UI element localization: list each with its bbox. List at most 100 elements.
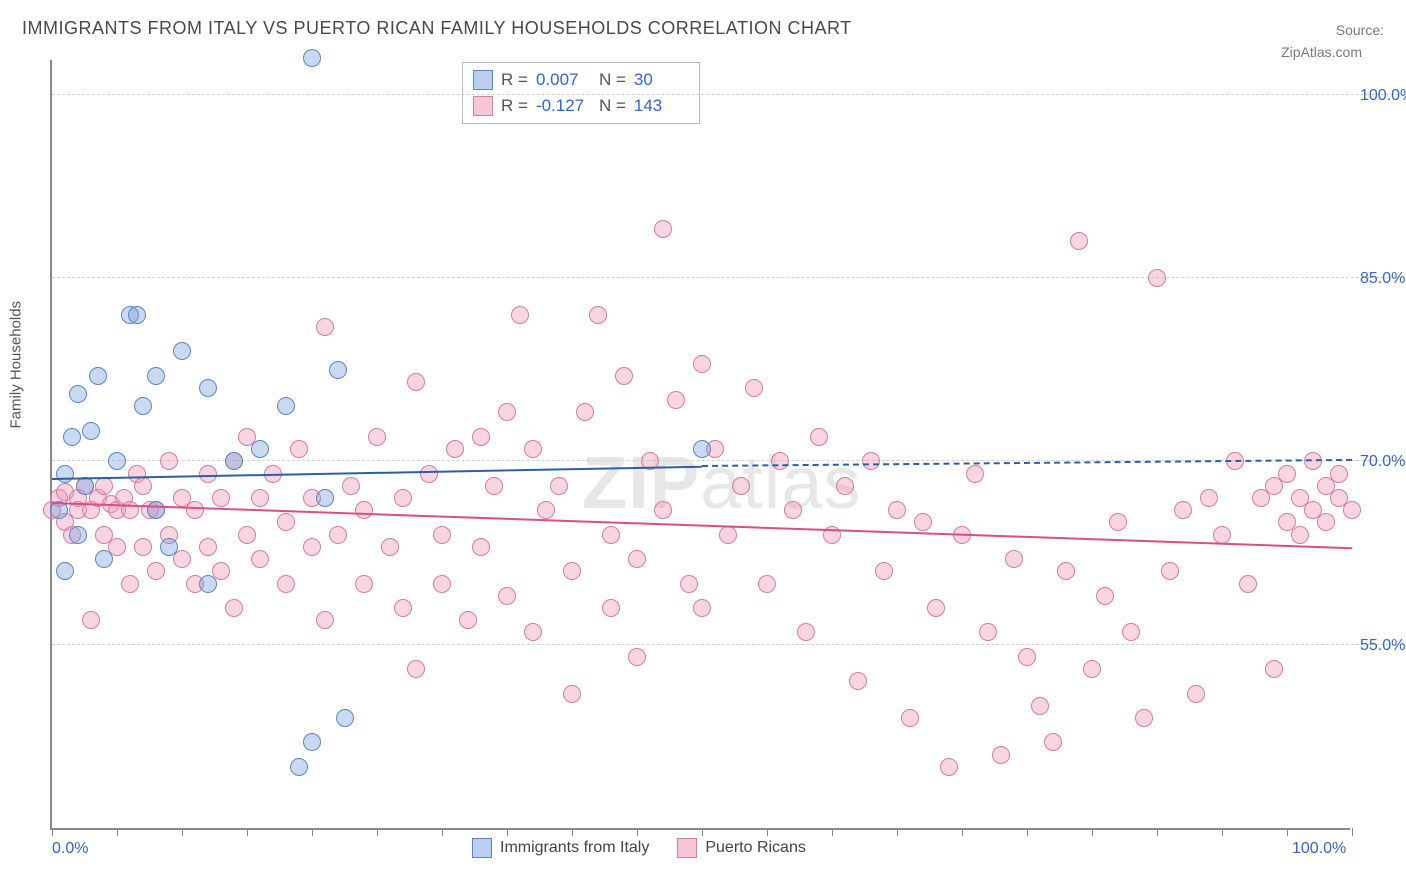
pr-point <box>1096 587 1114 605</box>
r-value-italy: 0.007 <box>536 67 591 93</box>
pr-point <box>82 611 100 629</box>
pr-point <box>1291 526 1309 544</box>
pr-point <box>940 758 958 776</box>
pr-swatch-icon <box>473 96 493 116</box>
italy-swatch-icon <box>473 70 493 90</box>
x-tick <box>312 828 313 836</box>
italy-point <box>173 342 191 360</box>
legend: Immigrants from Italy Puerto Ricans <box>472 838 806 858</box>
pr-point <box>719 526 737 544</box>
pr-point <box>277 575 295 593</box>
r-value-pr: -0.127 <box>536 93 591 119</box>
x-tick <box>1352 828 1353 836</box>
stats-row-italy: R = 0.007 N = 30 <box>473 67 689 93</box>
x-tick <box>247 828 248 836</box>
pr-point <box>1018 648 1036 666</box>
pr-point <box>355 575 373 593</box>
pr-point <box>160 452 178 470</box>
y-axis-title: Family Households <box>8 301 25 429</box>
pr-point <box>693 355 711 373</box>
pr-point <box>1031 697 1049 715</box>
pr-point <box>615 367 633 385</box>
italy-point <box>147 367 165 385</box>
pr-point <box>524 440 542 458</box>
pr-point <box>459 611 477 629</box>
pr-point <box>1187 685 1205 703</box>
italy-point <box>329 361 347 379</box>
pr-point <box>589 306 607 324</box>
pr-point <box>433 526 451 544</box>
pr-point <box>199 465 217 483</box>
n-value-pr: 143 <box>634 93 689 119</box>
x-tick <box>1027 828 1028 836</box>
pr-point <box>355 501 373 519</box>
y-tick-label: 55.0% <box>1360 637 1406 655</box>
pr-point <box>602 599 620 617</box>
pr-point <box>225 599 243 617</box>
pr-swatch-icon <box>677 838 697 858</box>
pr-point <box>368 428 386 446</box>
pr-point <box>758 575 776 593</box>
pr-point <box>576 403 594 421</box>
x-tick <box>1222 828 1223 836</box>
source-link[interactable]: ZipAtlas.com <box>1281 44 1362 60</box>
trend-line-italy <box>52 465 702 479</box>
italy-point <box>69 526 87 544</box>
pr-point <box>1044 733 1062 751</box>
pr-point <box>433 575 451 593</box>
pr-point <box>888 501 906 519</box>
pr-point <box>1239 575 1257 593</box>
pr-point <box>550 477 568 495</box>
pr-point <box>810 428 828 446</box>
pr-point <box>1278 465 1296 483</box>
italy-point <box>82 422 100 440</box>
legend-item-pr: Puerto Ricans <box>677 838 806 858</box>
pr-point <box>316 318 334 336</box>
pr-point <box>407 373 425 391</box>
x-tick <box>897 828 898 836</box>
x-axis-label: 0.0% <box>52 840 88 858</box>
italy-point <box>316 489 334 507</box>
pr-point <box>420 465 438 483</box>
pr-point <box>745 379 763 397</box>
pr-point <box>732 477 750 495</box>
pr-point <box>927 599 945 617</box>
pr-point <box>1213 526 1231 544</box>
x-tick <box>962 828 963 836</box>
pr-point <box>693 599 711 617</box>
pr-point <box>1317 513 1335 531</box>
x-tick <box>1157 828 1158 836</box>
y-tick-label: 70.0% <box>1360 453 1406 471</box>
legend-label-pr: Puerto Ricans <box>705 839 806 857</box>
x-tick <box>52 828 53 836</box>
italy-point <box>63 428 81 446</box>
n-value-italy: 30 <box>634 67 689 93</box>
pr-point <box>1122 623 1140 641</box>
x-tick <box>442 828 443 836</box>
pr-point <box>563 562 581 580</box>
italy-point <box>199 379 217 397</box>
italy-point <box>199 575 217 593</box>
pr-point <box>1135 709 1153 727</box>
x-tick <box>832 828 833 836</box>
pr-point <box>1304 452 1322 470</box>
pr-point <box>602 526 620 544</box>
pr-point <box>212 489 230 507</box>
pr-point <box>784 501 802 519</box>
italy-point <box>303 733 321 751</box>
pr-point <box>511 306 529 324</box>
italy-point <box>160 538 178 556</box>
pr-point <box>1200 489 1218 507</box>
pr-point <box>251 550 269 568</box>
n-label: N = <box>599 93 626 119</box>
pr-point <box>134 477 152 495</box>
pr-point <box>147 562 165 580</box>
pr-point <box>498 587 516 605</box>
gridline <box>52 94 1404 95</box>
pr-point <box>472 538 490 556</box>
italy-point <box>134 397 152 415</box>
pr-point <box>1161 562 1179 580</box>
italy-point <box>251 440 269 458</box>
r-label: R = <box>501 67 528 93</box>
pr-point <box>979 623 997 641</box>
